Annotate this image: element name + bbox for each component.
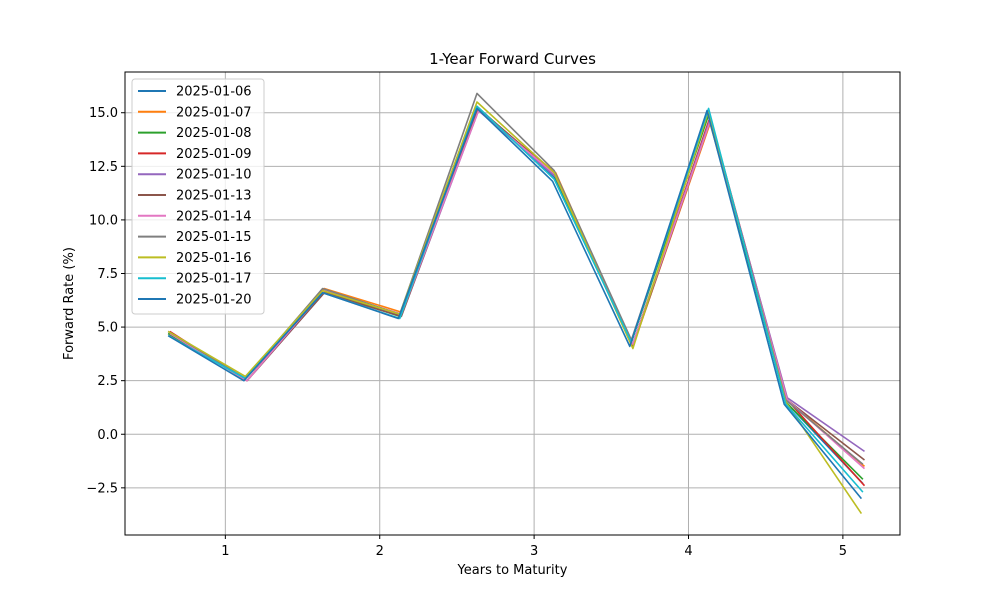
y-tick-label: 0.0 xyxy=(97,428,118,443)
legend-label: 2025-01-15 xyxy=(176,230,252,245)
series-lines xyxy=(167,92,866,515)
series-line-2025-01-20 xyxy=(167,107,863,500)
x-axis-label: Years to Maturity xyxy=(457,563,568,578)
legend-label: 2025-01-17 xyxy=(176,272,252,287)
axis-ticks: 1 2 3 4 5 −2.5 0.0 2.5 5.0 7.5 10.0 12.5 15.0 xyxy=(86,106,847,559)
y-tick-label: 2.5 xyxy=(97,374,118,389)
legend-label: 2025-01-14 xyxy=(176,209,252,224)
grid xyxy=(125,72,900,535)
x-tick-label: 1 xyxy=(221,544,229,559)
y-tick-label: 5.0 xyxy=(97,321,118,336)
y-tick-label: 15.0 xyxy=(89,106,118,121)
plot-frame xyxy=(124,71,901,536)
y-tick-label: −2.5 xyxy=(86,481,118,496)
legend-box xyxy=(131,78,265,315)
legend-label: 2025-01-06 xyxy=(176,85,252,100)
x-tick-label: 4 xyxy=(684,544,692,559)
legend-label: 2025-01-07 xyxy=(176,105,252,120)
y-tick-label: 10.0 xyxy=(89,213,118,228)
legend-label: 2025-01-20 xyxy=(176,293,252,308)
y-axis-label: Forward Rate (%) xyxy=(62,247,77,360)
legend-label: 2025-01-08 xyxy=(176,126,252,141)
x-tick-label: 2 xyxy=(376,544,384,559)
chart-title: 1-Year Forward Curves xyxy=(429,50,596,68)
legend-label: 2025-01-16 xyxy=(176,251,252,266)
legend-label: 2025-01-13 xyxy=(176,189,252,204)
y-tick-label: 7.5 xyxy=(97,267,118,282)
legend: 2025-01-06 2025-01-07 2025-01-08 2025-01-09… xyxy=(131,78,265,315)
x-tick-label: 3 xyxy=(530,544,538,559)
legend-label: 2025-01-09 xyxy=(176,147,252,162)
x-tick-label: 5 xyxy=(839,544,847,559)
legend-label: 2025-01-10 xyxy=(176,168,252,183)
y-tick-label: 12.5 xyxy=(89,160,118,175)
